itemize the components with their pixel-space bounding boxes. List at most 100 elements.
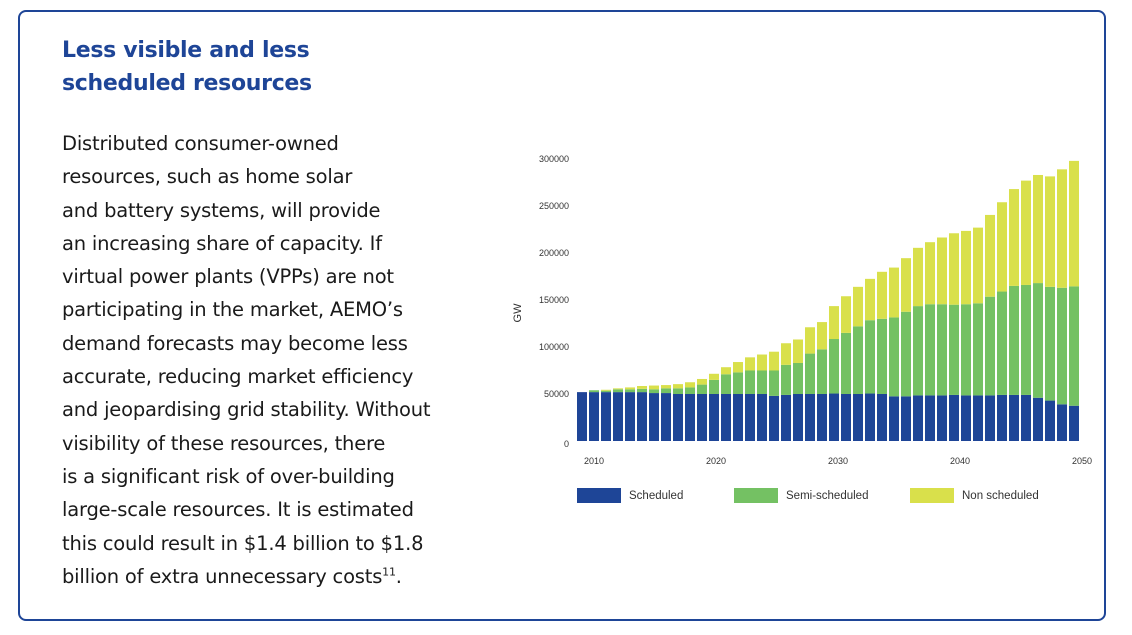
bar-semi-scheduled-2039 <box>937 304 947 396</box>
bar-semi-scheduled-2035 <box>889 317 899 397</box>
y-tick-label: 200000 <box>539 248 569 258</box>
bar-scheduled-2050 <box>1069 405 1079 441</box>
bar-scheduled-2043 <box>985 395 995 441</box>
bar-non-scheduled-2033 <box>865 278 875 321</box>
bar-scheduled-2026 <box>781 394 791 441</box>
bar-scheduled-2017 <box>673 394 683 441</box>
y-tick-label: 300000 <box>539 154 569 164</box>
x-tick-label: 2030 <box>828 456 848 466</box>
footnote-reference[interactable]: 11 <box>382 565 396 579</box>
bar-scheduled-2035 <box>889 396 899 441</box>
body-line: and jeopardising grid stability. Without <box>62 398 431 422</box>
legend-swatch <box>734 488 778 503</box>
bar-non-scheduled-2049 <box>1057 169 1067 288</box>
legend-label: Semi-scheduled <box>786 490 868 502</box>
body-line-last: billion of extra unnecessary costs11. <box>62 560 482 593</box>
bar-non-scheduled-2027 <box>793 339 803 363</box>
bars-group <box>577 160 1079 441</box>
bar-semi-scheduled-2044 <box>997 291 1007 395</box>
bar-scheduled-2014 <box>637 392 647 441</box>
bar-semi-scheduled-2037 <box>913 306 923 396</box>
bar-semi-scheduled-2050 <box>1069 286 1079 406</box>
bar-scheduled-2025 <box>769 395 779 441</box>
y-tick-label: 50000 <box>544 389 569 399</box>
y-axis-ticks: 0 50000 100000 150000 200000 250000 300000 <box>539 154 569 449</box>
body-line: visibility of these resources, there <box>62 431 386 455</box>
bar-scheduled-2016 <box>661 393 671 441</box>
bar-non-scheduled-2041 <box>961 230 971 305</box>
bar-non-scheduled-2020 <box>709 373 719 380</box>
body-line: accurate, reducing market efficiency <box>62 365 414 389</box>
y-tick-label: 150000 <box>539 295 569 305</box>
bar-non-scheduled-2022 <box>733 362 743 373</box>
bar-scheduled-2044 <box>997 394 1007 441</box>
bar-scheduled-2024 <box>757 394 767 441</box>
bar-non-scheduled-2038 <box>925 242 935 305</box>
bar-semi-scheduled-2011 <box>601 390 611 393</box>
legend-swatch <box>910 488 954 503</box>
bar-semi-scheduled-2026 <box>781 364 791 395</box>
bar-non-scheduled-2025 <box>769 351 779 371</box>
bar-non-scheduled-2017 <box>673 384 683 389</box>
bar-scheduled-2031 <box>841 394 851 441</box>
bar-scheduled-2038 <box>925 395 935 441</box>
bar-non-scheduled-2018 <box>685 382 695 388</box>
content-card <box>18 10 1106 621</box>
bar-semi-scheduled-2012 <box>613 389 623 393</box>
body-line: demand forecasts may become less <box>62 331 408 355</box>
bar-semi-scheduled-2023 <box>745 370 755 394</box>
heading-line-2: scheduled resources <box>62 71 312 96</box>
bar-scheduled-2042 <box>973 395 983 441</box>
bar-non-scheduled-2046 <box>1021 180 1031 285</box>
bar-non-scheduled-2015 <box>649 385 659 390</box>
bar-non-scheduled-2036 <box>901 258 911 312</box>
bar-scheduled-2010 <box>589 392 599 441</box>
bar-non-scheduled-2012 <box>613 388 623 390</box>
bar-semi-scheduled-2013 <box>625 389 635 393</box>
bar-scheduled-2045 <box>1009 394 1019 441</box>
bar-scheduled-2032 <box>853 394 863 441</box>
bar-semi-scheduled-2017 <box>673 388 683 394</box>
bar-non-scheduled-2042 <box>973 227 983 304</box>
bar-non-scheduled-2019 <box>697 378 707 385</box>
bar-semi-scheduled-2018 <box>685 387 695 394</box>
x-tick-label: 2010 <box>584 456 604 466</box>
bar-semi-scheduled-2046 <box>1021 284 1031 395</box>
y-axis-label: GW <box>512 303 524 323</box>
bar-non-scheduled-2011 <box>601 389 611 391</box>
bar-non-scheduled-2032 <box>853 286 863 327</box>
bar-non-scheduled-2024 <box>757 354 767 371</box>
body-line: and battery systems, will provide <box>62 198 381 222</box>
bar-semi-scheduled-2021 <box>721 374 731 394</box>
body-line: Distributed consumer-owned <box>62 132 339 155</box>
bar-scheduled-2034 <box>877 394 887 441</box>
bar-semi-scheduled-2014 <box>637 388 647 393</box>
bar-scheduled-2037 <box>913 395 923 441</box>
bar-non-scheduled-2026 <box>781 343 791 365</box>
bar-scheduled-2036 <box>901 396 911 441</box>
body-line: resources, such as home solar <box>62 165 353 189</box>
bar-scheduled-2028 <box>805 394 815 441</box>
bar-non-scheduled-2050 <box>1069 160 1079 287</box>
bar-scheduled-2020 <box>709 394 719 441</box>
y-tick-label: 0 <box>564 439 569 449</box>
bar-semi-scheduled-2038 <box>925 304 935 396</box>
body-line: large-scale resources. It is estimated <box>62 498 414 522</box>
bar-semi-scheduled-2029 <box>817 349 827 394</box>
legend: Scheduled Semi-scheduled Non scheduled <box>577 488 1039 503</box>
legend-swatch <box>577 488 621 503</box>
bar-semi-scheduled-2045 <box>1009 285 1019 395</box>
body-line: an increasing share of capacity. If <box>62 231 382 255</box>
x-tick-label: 2050 <box>1072 456 1092 466</box>
body-line: virtual power plants (VPPs) are not <box>62 265 394 289</box>
bar-semi-scheduled-2031 <box>841 332 851 394</box>
bar-scheduled-2046 <box>1021 394 1031 441</box>
body-line: is a significant risk of over-building <box>62 464 395 488</box>
bar-semi-scheduled-2034 <box>877 318 887 394</box>
bar-semi-scheduled-2040 <box>949 304 959 395</box>
bar-semi-scheduled-2041 <box>961 304 971 396</box>
bar-non-scheduled-2044 <box>997 202 1007 292</box>
bar-scheduled-2049 <box>1057 404 1067 441</box>
bar-scheduled-2018 <box>685 394 695 441</box>
